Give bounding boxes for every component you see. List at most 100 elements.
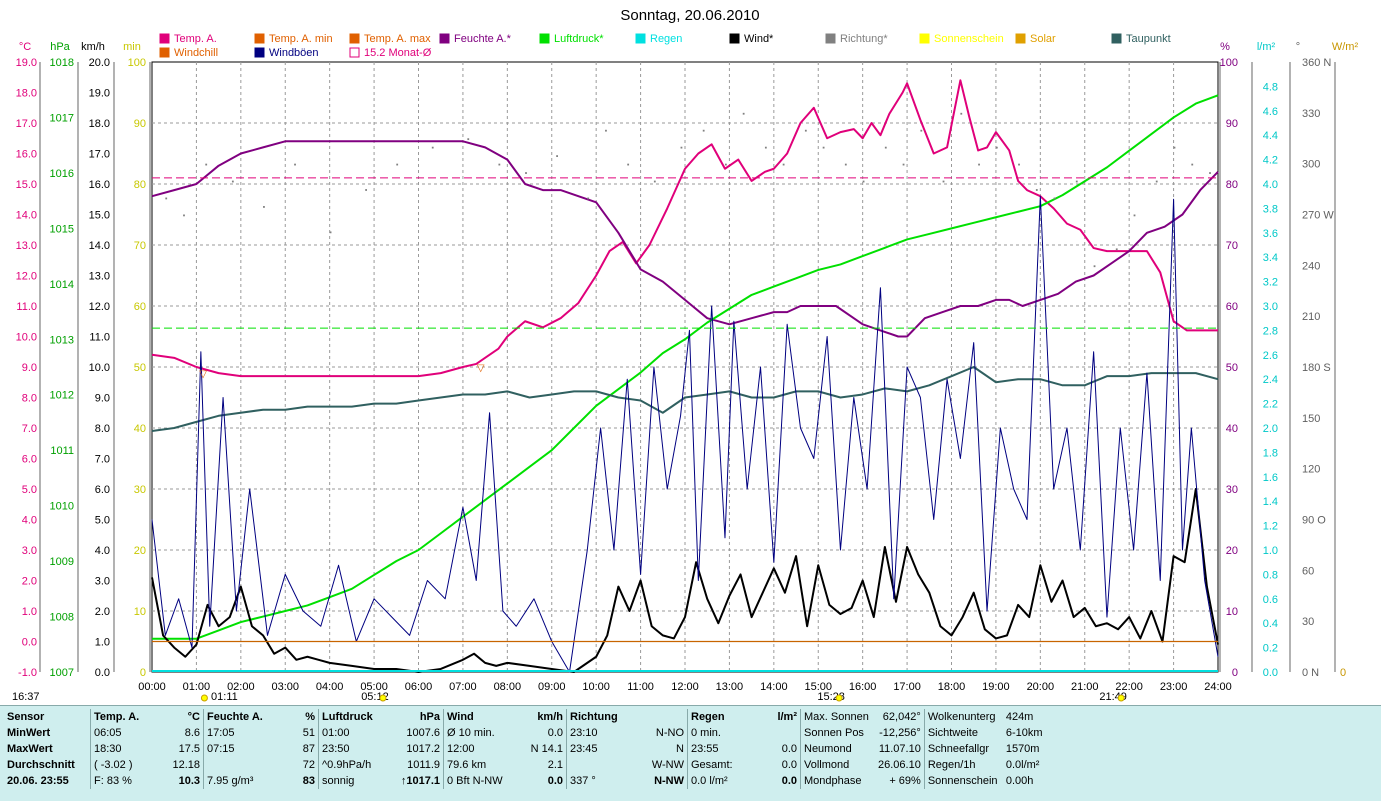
humidity-axis-tick: 60	[1226, 301, 1238, 313]
legend-swatch	[439, 33, 450, 44]
temp-axis-tick: 9.0	[22, 362, 37, 374]
sunshine-axis-tick: 0	[140, 667, 146, 679]
wind-axis-tick: 15.0	[89, 210, 110, 222]
rain-axis-tick: 4.0	[1263, 179, 1278, 191]
x-tick-label: 08:00	[494, 681, 522, 693]
legend-label: Regen	[650, 33, 682, 45]
direction-point	[1075, 180, 1078, 183]
temp-avg-value: 12.18	[172, 759, 200, 771]
direction-point	[1155, 180, 1158, 183]
legend-swatch	[539, 33, 550, 44]
stats-row-current: 20.06. 23:55 F: 83 % 10.3 7.95 g/m³ 83 s…	[4, 773, 1059, 789]
direction-point	[742, 112, 745, 115]
pressure-axis-tick: 1018	[50, 57, 74, 69]
direction-point	[920, 129, 923, 132]
temp-axis-tick: 6.0	[22, 454, 37, 466]
x-tick-label: 14:00	[760, 681, 788, 693]
temp-axis-tick: 10.0	[16, 332, 37, 344]
temp-axis-tick: 19.0	[16, 57, 37, 69]
weather-chart: Sonntag, 20.06.2010 Temp. A. Temp. A. min…	[12, 7, 1359, 703]
rain-axis-tick: 0.8	[1263, 569, 1278, 581]
wind-avg: 2.1	[547, 759, 563, 771]
wind-avg-label: Ø 10 min.	[443, 725, 520, 741]
sunshine-axis-tick: 80	[134, 179, 146, 191]
direction-point	[627, 163, 630, 166]
axis-unit-label: °C	[19, 41, 31, 53]
direction-point	[724, 163, 727, 166]
direction-point	[653, 180, 656, 183]
x-tick-label: 22:00	[1115, 681, 1143, 693]
sun-label-0: Max. Sonnen	[799, 709, 872, 725]
direction-point	[263, 206, 265, 208]
temp-axis-tick: 12.0	[16, 271, 37, 283]
direction-point	[1093, 265, 1096, 268]
direction-point	[1053, 197, 1056, 200]
direction-point	[183, 214, 185, 217]
pressure-axis-tick: 1011	[50, 445, 74, 457]
direction-point	[942, 180, 945, 183]
wind-unit: km/h	[537, 711, 563, 723]
humidity-max-time: 07:15	[203, 741, 290, 757]
direction-point	[995, 146, 998, 149]
sunshine-axis-tick: 60	[134, 301, 146, 313]
rain-axis-tick: 0.0	[1263, 667, 1278, 679]
temp-axis-tick: 14.0	[16, 210, 37, 222]
humidity-unit: %	[305, 711, 315, 723]
rain-axis-tick: 2.6	[1263, 350, 1278, 362]
misc-value-3: 0.0l/m²	[1005, 759, 1040, 771]
legend-label: Luftdruck*	[554, 33, 604, 45]
axis-unit-label: min	[123, 41, 141, 53]
temp-avg-label: ( -3.02 )	[90, 757, 163, 773]
chart-axes: 00:00 01:00 02:00 03:00 04:00 05:00 06:00 07:00…	[16, 41, 1359, 693]
temp-max-time: 18:30	[90, 741, 163, 757]
wind-axis-tick: 18.0	[89, 118, 110, 130]
misc-value-1: 6-10km	[1005, 727, 1043, 739]
direction-point	[1191, 163, 1194, 166]
stats-panel: Sensor Temp. A. °C Feuchte A. % Luftdruc…	[0, 705, 1381, 801]
sun-value-4: + 69%	[889, 775, 921, 787]
sun-label-4: Mondphase	[799, 773, 872, 789]
wind-axis-tick: 6.0	[95, 484, 110, 496]
direction-axis-tick: 60	[1302, 565, 1314, 577]
rain-axis-tick: 2.2	[1263, 399, 1278, 411]
sun-value-1: -12,256°	[879, 727, 921, 739]
sun-marker-icon	[379, 694, 387, 702]
x-tick-label: 02:00	[227, 681, 255, 693]
pressure-axis-tick: 1014	[50, 279, 74, 291]
rain-axis-tick: 4.2	[1263, 155, 1278, 167]
rain-unit: l/m²	[777, 711, 797, 723]
temp-axis-tick: 0.0	[22, 637, 37, 649]
rain-axis-tick: 2.0	[1263, 423, 1278, 435]
x-tick-label: 00:00	[138, 681, 166, 693]
pressure-current-value: ↑1017.1	[400, 775, 440, 787]
axis-unit-label: km/h	[81, 41, 105, 53]
humidity-axis-tick: 90	[1226, 118, 1238, 130]
series-line	[151, 366, 1219, 433]
stats-row-min: MinWert 06:05 8.6 17:05 51 01:00 1007.6 …	[4, 725, 1059, 741]
direction-point	[680, 146, 683, 149]
sun-value-2: 11.07.10	[878, 743, 921, 755]
temp-axis-tick: 11.0	[16, 301, 37, 313]
x-tick-label: 06:00	[405, 681, 433, 693]
pressure-axis-tick: 1007	[50, 667, 74, 679]
misc-label-1: Sichtweite	[923, 725, 1003, 741]
pressure-avg-value: 1011.9	[407, 759, 440, 771]
windchill-marker: ▽	[477, 363, 485, 374]
direction-axis-tick: 210	[1302, 311, 1320, 323]
x-tick-label: 23:00	[1160, 681, 1188, 693]
direction-current-deg: 337 °	[566, 773, 637, 789]
rain-header: Regen	[687, 709, 764, 725]
direction-value-2: W-NW	[651, 759, 684, 771]
rain-axis-tick: 1.6	[1263, 472, 1278, 484]
rain-value-1: 0.0	[781, 743, 797, 755]
series-line	[151, 140, 1219, 338]
rain-axis-tick: 4.4	[1263, 130, 1278, 142]
direction-point	[467, 138, 470, 141]
direction-axis-tick: 330	[1302, 108, 1320, 120]
humidity-axis-tick: 30	[1226, 484, 1238, 496]
series-line	[151, 195, 1219, 673]
humidity-max-value: 87	[302, 743, 315, 755]
wind-axis-tick: 11.0	[89, 332, 110, 344]
direction-axis-tick: 300	[1302, 159, 1320, 171]
legend-label: Richtung*	[840, 33, 888, 45]
